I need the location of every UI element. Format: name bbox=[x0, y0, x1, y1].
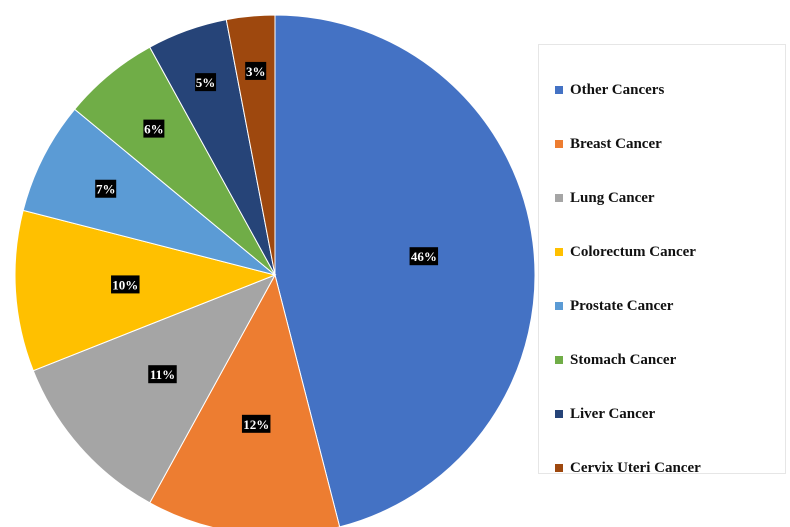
data-label-lung-cancer: 11% bbox=[148, 365, 177, 384]
legend-item-cervix-uteri-cancer: Cervix Uteri Cancer bbox=[539, 441, 785, 495]
legend-label: Prostate Cancer bbox=[570, 297, 674, 314]
legend-swatch bbox=[555, 356, 563, 364]
legend-item-other-cancers: Other Cancers bbox=[539, 63, 785, 117]
data-label-text: 11% bbox=[150, 367, 175, 382]
data-label-colorectum-cancer: 10% bbox=[111, 275, 140, 294]
data-label-background bbox=[95, 179, 117, 198]
legend-item-lung-cancer: Lung Cancer bbox=[539, 171, 785, 225]
legend-item-prostate-cancer: Prostate Cancer bbox=[539, 279, 785, 333]
chart-legend: Other Cancers Breast Cancer Lung Cancer Col… bbox=[538, 44, 786, 476]
pie-slice-other-cancers bbox=[274, 14, 536, 527]
legend-swatch bbox=[555, 464, 563, 472]
data-label-other-cancers: 46% bbox=[409, 247, 439, 266]
data-label-text: 46% bbox=[411, 249, 437, 264]
legend-label: Cervix Uteri Cancer bbox=[570, 459, 701, 476]
legend-swatch bbox=[555, 410, 563, 418]
pie-slices bbox=[14, 14, 536, 527]
pie-slice-breast-cancer bbox=[149, 273, 341, 527]
data-label-background bbox=[143, 119, 165, 138]
legend-item-breast-cancer: Breast Cancer bbox=[539, 117, 785, 171]
data-label-background bbox=[409, 247, 439, 266]
data-label-background bbox=[245, 61, 267, 80]
legend-label: Breast Cancer bbox=[570, 135, 662, 152]
data-label-text: 3% bbox=[246, 64, 266, 79]
data-label-prostate-cancer: 7% bbox=[95, 179, 117, 198]
legend-swatch bbox=[555, 302, 563, 310]
data-label-text: 12% bbox=[243, 417, 269, 432]
legend-label: Colorectum Cancer bbox=[570, 243, 696, 260]
pie-slice-prostate-cancer bbox=[22, 108, 276, 276]
pie-slice-lung-cancer bbox=[32, 274, 277, 504]
data-label-background bbox=[241, 414, 271, 433]
data-label-liver-cancer: 5% bbox=[195, 73, 217, 92]
legend-item-stomach-cancer: Stomach Cancer bbox=[539, 333, 785, 387]
data-label-background bbox=[111, 275, 140, 294]
data-label-stomach-cancer: 6% bbox=[143, 119, 165, 138]
data-label-background bbox=[195, 73, 217, 92]
legend-label: Other Cancers bbox=[570, 81, 665, 98]
pie-slice-cervix-uteri-cancer bbox=[225, 14, 276, 276]
legend-item-liver-cancer: Liver Cancer bbox=[539, 387, 785, 441]
legend-label: Stomach Cancer bbox=[570, 351, 677, 368]
pie-data-labels: 46% 12% 11% 10% 7% 6% 5% 3% bbox=[95, 61, 439, 433]
data-label-text: 5% bbox=[196, 75, 216, 90]
pie-slice-colorectum-cancer bbox=[14, 209, 277, 372]
legend-label: Liver Cancer bbox=[570, 405, 656, 422]
legend-label: Lung Cancer bbox=[570, 189, 655, 206]
data-label-background bbox=[148, 365, 177, 384]
data-label-breast-cancer: 12% bbox=[241, 414, 271, 433]
legend-swatch bbox=[555, 194, 563, 202]
data-label-text: 7% bbox=[96, 182, 116, 197]
legend-swatch bbox=[555, 86, 563, 94]
legend-item-colorectum-cancer: Colorectum Cancer bbox=[539, 225, 785, 279]
data-label-cervix-uteri-cancer: 3% bbox=[245, 61, 267, 80]
legend-swatch bbox=[555, 140, 563, 148]
data-label-text: 10% bbox=[112, 277, 138, 292]
legend-swatch bbox=[555, 248, 563, 256]
data-label-text: 6% bbox=[144, 122, 164, 137]
